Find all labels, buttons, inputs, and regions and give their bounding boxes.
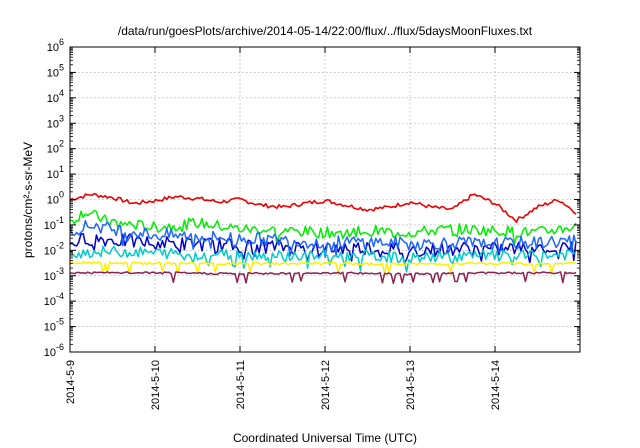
- series-line: [69, 192, 577, 223]
- series-line: [69, 245, 577, 273]
- y-tick-label: 10-6: [44, 342, 64, 359]
- y-tick-label: 100: [47, 190, 64, 207]
- x-tick-label: 2014-5-13: [405, 360, 417, 410]
- x-tick-label: 2014-5-9: [65, 360, 77, 404]
- series-group: [69, 192, 577, 285]
- x-axis: 2014-5-9 2014-5-10 2014-5-11 2014-5-12 2014-…: [65, 47, 502, 410]
- y-axis-label: protons/cm²-s-sr-MeV: [21, 142, 35, 258]
- y-tick-label: 10-1: [44, 215, 64, 232]
- y-axis: 10-6 10-5 10-4 10-3 10-2 10-1 100 101 102 103 104 1…: [44, 37, 580, 359]
- y-tick-label: 101: [47, 164, 64, 181]
- x-tick-label: 2014-5-10: [150, 360, 162, 410]
- y-tick-label: 106: [47, 37, 64, 54]
- x-axis-label: Coordinated Universal Time (UTC): [233, 431, 417, 445]
- y-tick-label: 104: [47, 88, 64, 105]
- series-line: [69, 209, 577, 246]
- y-tick-label: 102: [47, 139, 64, 156]
- series-line: [69, 260, 577, 275]
- chart-title: /data/run/goesPlots/archive/2014-05-14/2…: [118, 24, 533, 38]
- y-tick-label: 10-4: [44, 291, 64, 308]
- series-line: [70, 271, 577, 285]
- x-tick-label: 2014-5-14: [490, 360, 502, 410]
- x-tick-label: 2014-5-11: [235, 360, 247, 409]
- y-tick-label: 105: [47, 62, 64, 79]
- y-tick-label: 10-2: [44, 240, 64, 257]
- x-tick-label: 2014-5-12: [320, 360, 332, 410]
- y-tick-label: 10-3: [44, 266, 64, 283]
- y-tick-label: 10-5: [44, 317, 64, 334]
- grid-lines: [70, 47, 580, 352]
- series-line: [69, 219, 577, 259]
- y-tick-label: 103: [47, 113, 64, 130]
